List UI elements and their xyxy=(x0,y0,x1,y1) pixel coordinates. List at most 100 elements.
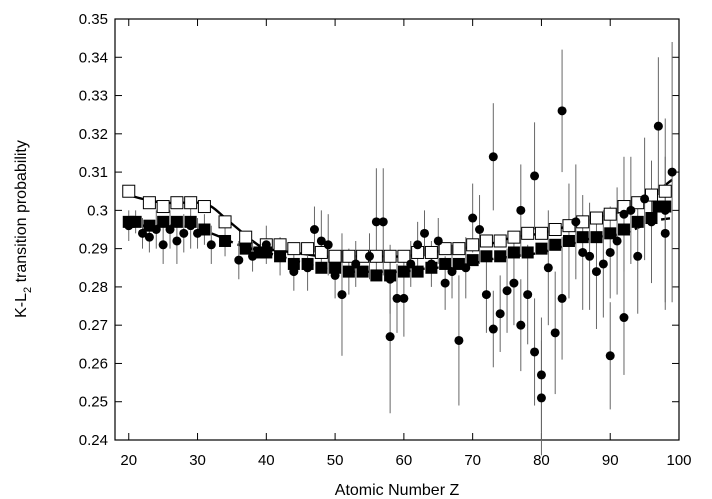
filled-square-point xyxy=(356,265,369,278)
open-square-point xyxy=(548,223,562,236)
open-square-point xyxy=(452,242,466,256)
filled-square-point xyxy=(507,246,520,259)
filled-square-point xyxy=(439,257,452,270)
filled-circle-point xyxy=(344,267,354,277)
filled-circle-point xyxy=(371,217,381,227)
x-tick-labels: 20 30 40 50 60 70 80 90 100 xyxy=(120,452,691,469)
filled-circle-point xyxy=(303,263,313,273)
filled-circle-point xyxy=(193,228,203,238)
filled-circle-point xyxy=(144,232,154,242)
filled-circle-point xyxy=(323,240,333,250)
filled-circle-point xyxy=(598,259,608,269)
filled-circle-point xyxy=(564,236,574,246)
filled-circle-point xyxy=(131,217,141,227)
filled-square-point xyxy=(239,242,252,255)
open-square-point xyxy=(424,245,438,259)
filled-circle-point xyxy=(206,240,216,250)
x-tick-label: 60 xyxy=(396,452,413,469)
open-square-point xyxy=(589,211,603,225)
filled-circle-point xyxy=(612,236,622,246)
y-axis-title-main: K-L xyxy=(13,293,30,318)
filled-circle-point xyxy=(543,263,553,273)
y-tick-label: 0.27 xyxy=(79,317,108,334)
data-markers xyxy=(122,106,677,403)
y-axis-title-rest: transition probability xyxy=(13,140,30,287)
filled-circle-point xyxy=(536,393,546,403)
filled-circle-point xyxy=(426,259,436,269)
open-square-point xyxy=(314,245,328,259)
open-square-point xyxy=(156,200,170,214)
filled-circle-point xyxy=(667,167,677,177)
filled-square-point xyxy=(617,223,630,236)
open-square-point xyxy=(383,249,397,263)
filled-square-point xyxy=(631,215,644,228)
y-tick-label: 0.32 xyxy=(79,126,108,143)
filled-square-point xyxy=(170,215,183,228)
x-tick-label: 100 xyxy=(666,452,691,469)
filled-circle-point xyxy=(516,320,526,330)
filled-circle-point xyxy=(653,121,663,131)
filled-square-point xyxy=(253,246,266,259)
x-tick-label: 40 xyxy=(258,452,275,469)
open-square-point xyxy=(466,238,480,252)
y-tick-label: 0.35 xyxy=(79,11,108,28)
filled-circle-point xyxy=(557,293,567,303)
open-square-point xyxy=(342,249,356,263)
y-axis-title: K-L2 transition probability xyxy=(13,140,34,318)
filled-circle-point xyxy=(447,267,457,277)
open-square-point xyxy=(170,196,184,210)
filled-square-point xyxy=(494,250,507,263)
filled-square-point xyxy=(260,246,273,259)
filled-circle-point xyxy=(420,228,430,238)
filled-circle-point xyxy=(530,171,540,181)
filled-circle-point xyxy=(378,217,388,227)
filled-circle-point xyxy=(309,225,319,234)
y-tick-label: 0.3 xyxy=(87,202,108,219)
x-tick-label: 90 xyxy=(602,452,619,469)
y-tick-label: 0.33 xyxy=(79,88,108,105)
open-square-point xyxy=(479,234,493,248)
filled-circle-point xyxy=(571,217,581,227)
y-tick-labels: 0.24 0.25 0.26 0.27 0.28 0.29 0.3 0.31 0.32 0.33 0… xyxy=(79,11,108,449)
filled-circle-point xyxy=(516,205,526,215)
filled-circle-point xyxy=(468,213,478,223)
filled-circle-point xyxy=(530,347,540,357)
filled-circle-point xyxy=(619,313,629,323)
open-square-point xyxy=(122,184,136,198)
filled-circle-point xyxy=(481,290,491,300)
filled-circle-point xyxy=(509,278,519,288)
filled-circle-point xyxy=(172,236,182,246)
filled-circle-point xyxy=(433,236,443,246)
filled-circle-point xyxy=(151,225,161,234)
filled-square-point xyxy=(576,231,589,244)
filled-circle-point xyxy=(585,251,595,261)
filled-circle-point xyxy=(138,228,148,238)
open-square-point xyxy=(142,196,156,210)
open-square-point xyxy=(197,200,211,214)
x-axis-title: Atomic Number Z xyxy=(335,482,460,499)
filled-square-point xyxy=(535,242,548,255)
filled-square-point xyxy=(411,265,424,278)
y-axis-title-subscript: 2 xyxy=(22,287,34,293)
y-tick-label: 0.28 xyxy=(79,279,108,296)
filled-circle-point xyxy=(626,205,636,215)
filled-circle-point xyxy=(275,251,285,261)
filled-circle-point xyxy=(488,324,498,334)
filled-square-point xyxy=(287,257,300,270)
filled-circle-point xyxy=(536,370,546,380)
filled-circle-point xyxy=(640,194,650,204)
filled-circle-point xyxy=(605,247,615,257)
open-square-point xyxy=(239,230,253,244)
filled-square-point xyxy=(521,246,534,259)
filled-circle-point xyxy=(351,259,361,269)
filled-circle-point xyxy=(557,106,567,116)
filled-circle-point xyxy=(158,240,168,250)
filled-circle-point xyxy=(502,286,512,296)
filled-circle-point xyxy=(165,225,175,234)
y-tick-label: 0.34 xyxy=(79,49,108,66)
open-square-point xyxy=(534,226,548,240)
filled-circle-point xyxy=(454,335,464,345)
open-square-point xyxy=(287,242,301,256)
y-tick-label: 0.25 xyxy=(79,394,108,411)
